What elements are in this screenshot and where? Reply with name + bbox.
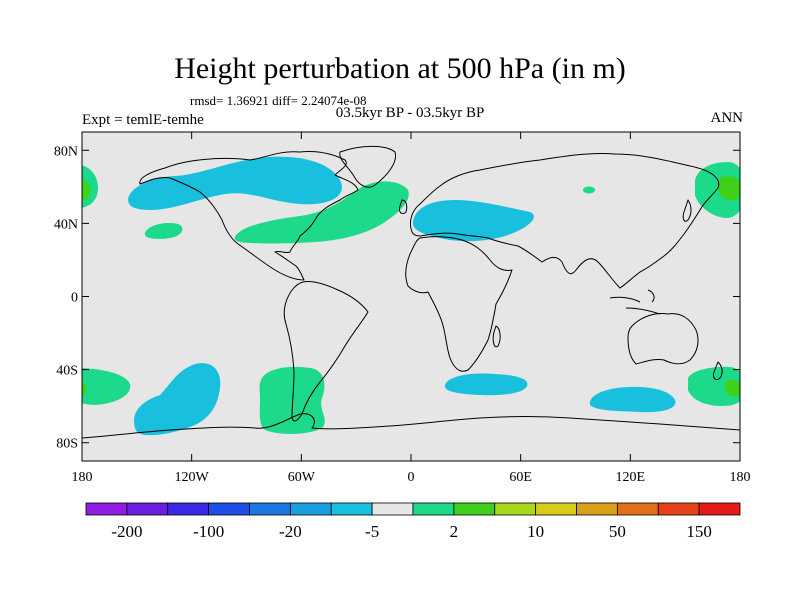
colorbar-label: 2 bbox=[450, 522, 459, 541]
positive-anomaly-north-pacific-east bbox=[695, 162, 740, 218]
colorbar-box bbox=[249, 502, 291, 516]
colorbar-box bbox=[371, 502, 414, 516]
colorbar-box bbox=[494, 502, 537, 516]
colorbar-box bbox=[167, 502, 210, 516]
colorbar-box bbox=[126, 502, 169, 516]
lon-tick-label: 120W bbox=[175, 470, 210, 485]
coastline-antarctica bbox=[82, 413, 740, 439]
positive-anomaly-south-pacific-west bbox=[82, 368, 131, 405]
rmsd-diff-stats: rmsd= 1.36921 diff= 2.24074e-08 bbox=[190, 93, 367, 108]
coastline-uk bbox=[399, 199, 408, 215]
coastline-greenland bbox=[339, 145, 397, 188]
negative-anomaly-south-atlantic-indian bbox=[444, 373, 528, 396]
colorbar-box bbox=[657, 502, 700, 516]
positive-strong-core-east bbox=[718, 176, 740, 201]
colorbar-box bbox=[412, 502, 455, 516]
positive-anomaly-southern-south-america bbox=[259, 366, 325, 434]
colorbar-label: -20 bbox=[279, 522, 302, 541]
colorbar-label: -100 bbox=[193, 522, 224, 541]
colorbar-label: -200 bbox=[111, 522, 142, 541]
negative-anomaly-north-america bbox=[128, 156, 342, 210]
lon-tick-label: 180 bbox=[72, 470, 93, 485]
lon-tick-label: 0 bbox=[408, 470, 415, 485]
colorbar-label: 10 bbox=[527, 522, 544, 541]
lat-tick-label: 0 bbox=[71, 291, 78, 306]
colorbar-box bbox=[535, 502, 577, 516]
colorbar-label: -5 bbox=[365, 522, 379, 541]
coastline-australia bbox=[627, 313, 699, 365]
period-label: 03.5kyr BP - 03.5kyr BP bbox=[335, 105, 485, 121]
colorbar-box bbox=[85, 502, 128, 516]
colorbar-box bbox=[289, 502, 332, 516]
negative-anomaly-eurasia bbox=[412, 200, 534, 242]
coastline-new-zealand bbox=[713, 361, 723, 381]
lat-tick-label: 80S bbox=[56, 437, 78, 452]
colorbar-box bbox=[453, 502, 496, 516]
colorbar: -200 -100 -20 -5 2 10 50 150 bbox=[85, 502, 741, 541]
lat-tick-label: 40N bbox=[54, 217, 78, 232]
lat-tick-label: 40S bbox=[56, 364, 78, 379]
lon-tick-label: 60E bbox=[509, 470, 532, 485]
negative-anomaly-south-pacific bbox=[134, 363, 221, 436]
anomaly-layer bbox=[82, 156, 740, 436]
coastline-japan bbox=[682, 199, 692, 222]
lon-tick-label: 120E bbox=[616, 470, 646, 485]
lat-tick-label: 80N bbox=[54, 144, 78, 159]
colorbar-box bbox=[616, 502, 659, 516]
lon-tick-label: 60W bbox=[288, 470, 316, 485]
positive-strong-core-west bbox=[82, 178, 91, 201]
positive-strong-core-south-west bbox=[82, 381, 87, 396]
coastline-eurasia bbox=[409, 152, 720, 289]
coastline-indonesia bbox=[609, 289, 661, 315]
season-label: ANN bbox=[710, 110, 744, 126]
positive-anomaly-south-pacific-east bbox=[688, 366, 740, 406]
plot-title: Height perturbation at 500 hPa (in m) bbox=[174, 52, 626, 85]
experiment-label: Expt = temlE-temhe bbox=[82, 112, 204, 128]
lon-tick-label: 180 bbox=[730, 470, 751, 485]
coastline-north-america bbox=[139, 151, 359, 281]
colorbar-box bbox=[208, 502, 250, 516]
colorbar-box bbox=[576, 502, 618, 516]
coastline-madagascar bbox=[492, 325, 501, 348]
coastlines bbox=[82, 145, 740, 439]
colorbar-box bbox=[330, 502, 373, 516]
positive-anomaly-north-atlantic bbox=[234, 181, 409, 244]
coastline-africa bbox=[405, 236, 513, 372]
longitude-axis: 180 120W 60W 0 60E 120E 180 bbox=[72, 132, 751, 485]
colorbar-label: 150 bbox=[686, 522, 712, 541]
latitude-axis: 80N 40N 0 40S 80S bbox=[54, 144, 740, 452]
negative-anomaly-south-indian bbox=[589, 386, 676, 413]
positive-anomaly-east-pacific bbox=[144, 223, 183, 239]
small-positive-anomaly-asia bbox=[583, 186, 595, 194]
colorbar-label: 50 bbox=[609, 522, 626, 541]
colorbar-box bbox=[698, 502, 741, 516]
positive-strong-core-south-east bbox=[725, 379, 740, 397]
